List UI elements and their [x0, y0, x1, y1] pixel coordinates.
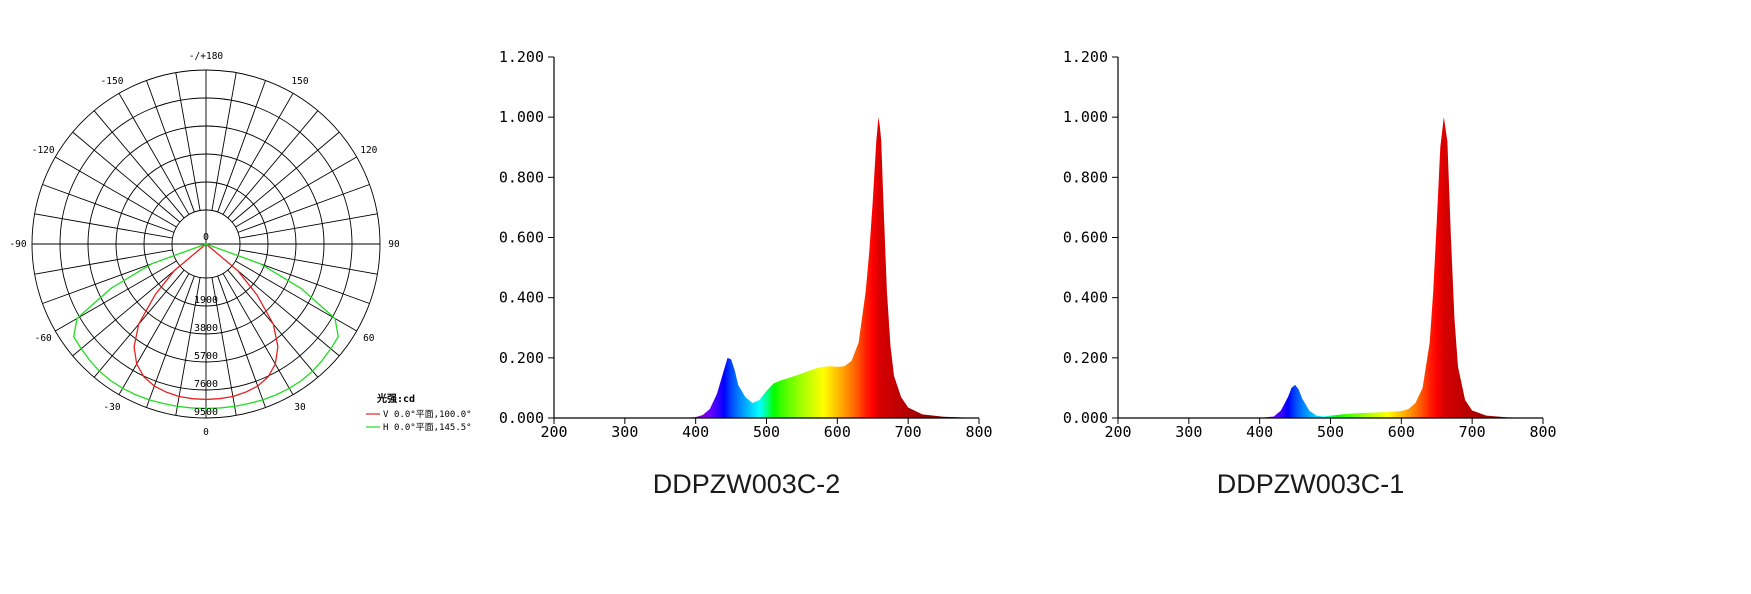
legend-unit-label: 光强:cd [376, 392, 415, 405]
polar-spoke [118, 273, 190, 395]
spectrum-area [1259, 117, 1543, 419]
spectrum-caption: DDPZW003C-2 [653, 469, 841, 499]
y-tick-label: 0.000 [1063, 409, 1108, 427]
y-tick-label: 1.200 [1063, 48, 1108, 66]
y-tick-label: 0.200 [499, 349, 544, 367]
y-tick-label: 0.000 [499, 409, 544, 427]
polar-angle-label: -90 [9, 239, 26, 250]
x-tick-label: 300 [611, 423, 638, 441]
polar-spoke [227, 110, 319, 219]
polar-spoke [42, 184, 175, 233]
polar-spoke [211, 277, 237, 416]
polar-spoke [222, 273, 294, 395]
polar-spoke [235, 260, 357, 332]
polar-radial-tick-label: 1900 [194, 295, 218, 306]
spectrum-tick-labels: 0.000 0.200 0.400 0.600 0.800 1.000 1.200 200 30… [499, 48, 993, 441]
polar-luminous-intensity-chart: -/+180 150 -150 120 -120 90 -90 60 -60 30 -30 0 0 1… [9, 51, 471, 438]
legend-h-text: 0.0°平面,145.5° [394, 422, 472, 433]
y-tick-label: 1.200 [499, 48, 544, 66]
y-tick-label: 0.400 [1063, 289, 1108, 307]
y-tick-label: 0.600 [1063, 229, 1108, 247]
y-tick-label: 0.800 [1063, 168, 1108, 186]
polar-center-label: 0 [203, 232, 209, 243]
spectrum-chart-ddpzw003c-2: 0.000 0.200 0.400 0.600 0.800 1.000 1.200 200 30… [499, 48, 993, 499]
x-tick-label: 200 [540, 423, 567, 441]
polar-spoke [217, 275, 266, 408]
polar-spoke [118, 93, 190, 215]
polar-radial-tick-label: 9500 [194, 407, 218, 418]
polar-angle-label: 0 [203, 427, 209, 438]
polar-spoke [175, 277, 201, 416]
spectrum-caption: DDPZW003C-1 [1217, 469, 1405, 499]
polar-angle-label: 60 [363, 333, 375, 344]
polar-spoke [93, 110, 185, 219]
spectrum-chart-ddpzw003c-1: 0.000 0.200 0.400 0.600 0.800 1.000 1.200 200 30… [1063, 48, 1557, 499]
polar-spoke [72, 131, 181, 223]
x-tick-label: 500 [753, 423, 780, 441]
polar-spoke [34, 213, 173, 239]
x-tick-label: 700 [895, 423, 922, 441]
x-tick-label: 300 [1175, 423, 1202, 441]
h-plane-curve [73, 243, 339, 410]
polar-spoke [231, 265, 340, 357]
spectrum-area-fill [681, 117, 979, 419]
polar-spoke [239, 249, 378, 275]
x-tick-label: 800 [1529, 423, 1556, 441]
polar-spoke [146, 80, 195, 213]
polar-radial-tick-labels: 1900 3800 5700 7600 9500 [194, 295, 218, 418]
polar-spoke [146, 275, 195, 408]
spectrum-axes [1112, 56, 1544, 424]
polar-angle-label: -150 [101, 76, 124, 87]
legend-h-marker: H [383, 423, 388, 433]
y-tick-label: 0.800 [499, 168, 544, 186]
polar-angle-label: 90 [388, 239, 400, 250]
x-tick-label: 700 [1459, 423, 1486, 441]
x-tick-label: 500 [1317, 423, 1344, 441]
spectrum-area [681, 117, 979, 419]
polar-angle-label: -30 [103, 402, 120, 413]
polar-angle-label: 150 [291, 76, 308, 87]
polar-spoke [239, 213, 378, 239]
v-plane-curve [133, 243, 279, 401]
x-tick-label: 200 [1104, 423, 1131, 441]
y-tick-label: 1.000 [1063, 108, 1108, 126]
polar-spoke [235, 156, 357, 228]
x-tick-label: 600 [824, 423, 851, 441]
x-tick-label: 600 [1388, 423, 1415, 441]
spectrum-tick-labels: 0.000 0.200 0.400 0.600 0.800 1.000 1.200 200 30… [1063, 48, 1557, 441]
polar-spoke [237, 184, 370, 233]
polar-spoke [34, 249, 173, 275]
polar-radial-tick-label: 5700 [194, 351, 218, 362]
polar-angle-label: -120 [32, 145, 55, 156]
polar-legend: 光强:cd V 0.0°平面,100.0° H 0.0°平面,145.5° [366, 392, 472, 433]
polar-angle-label: 120 [360, 145, 377, 156]
polar-angle-label: -/+180 [189, 51, 224, 62]
polar-angle-label: 30 [294, 402, 306, 413]
polar-curves [73, 243, 339, 410]
y-tick-label: 0.600 [499, 229, 544, 247]
x-tick-label: 400 [682, 423, 709, 441]
x-tick-label: 400 [1246, 423, 1273, 441]
spectrum-axes [548, 56, 980, 424]
polar-spoke [217, 80, 266, 213]
polar-radial-tick-label: 3800 [194, 323, 218, 334]
polar-spoke [55, 260, 177, 332]
polar-spoke [211, 72, 237, 211]
polar-spoke [231, 131, 340, 223]
polar-spoke [55, 156, 177, 228]
legend-v-text: 0.0°平面,100.0° [394, 409, 472, 420]
polar-spoke [222, 93, 294, 215]
polar-radial-tick-label: 7600 [194, 379, 218, 390]
spectrum-area-fill [1259, 117, 1543, 419]
polar-spoke [72, 265, 181, 357]
polar-angle-labels: -/+180 150 -150 120 -120 90 -90 60 -60 30 -30 0 [9, 51, 400, 438]
y-tick-label: 0.400 [499, 289, 544, 307]
y-tick-label: 1.000 [499, 108, 544, 126]
polar-spoke [175, 72, 201, 211]
y-tick-label: 0.200 [1063, 349, 1108, 367]
polar-angle-label: -60 [35, 333, 52, 344]
legend-v-marker: V [383, 410, 389, 420]
x-tick-label: 800 [965, 423, 992, 441]
